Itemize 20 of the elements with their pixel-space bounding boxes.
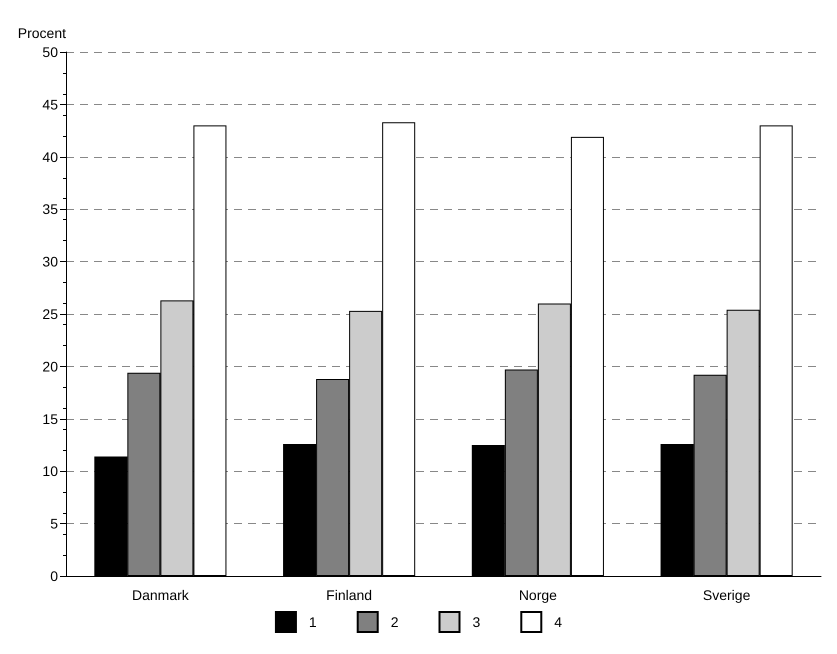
- x-tick-label: Danmark: [132, 587, 190, 603]
- x-tick-label: Norge: [518, 587, 558, 603]
- y-tick-label: 50: [42, 44, 58, 60]
- legend-label: 1: [308, 614, 317, 630]
- y-tick-label: 45: [42, 96, 58, 112]
- legend-label: 3: [472, 614, 480, 630]
- legend-label: 4: [554, 614, 562, 630]
- y-tick-label: 20: [42, 358, 58, 374]
- x-tick-label: Finland: [326, 587, 372, 603]
- y-tick-label: 30: [42, 254, 58, 270]
- y-tick-label: 40: [42, 148, 58, 165]
- x-tick-label: Sverige: [702, 587, 751, 603]
- y-tick-label: 5: [50, 516, 58, 532]
- y-axis-title: Procent: [18, 25, 66, 41]
- legend-label: 2: [390, 614, 399, 630]
- y-tick-label: 10: [42, 463, 58, 480]
- y-tick-label: 15: [42, 410, 58, 427]
- y-tick-label: 35: [42, 201, 58, 218]
- y-tick-label: 0: [50, 568, 58, 584]
- y-tick-label: 25: [42, 306, 58, 322]
